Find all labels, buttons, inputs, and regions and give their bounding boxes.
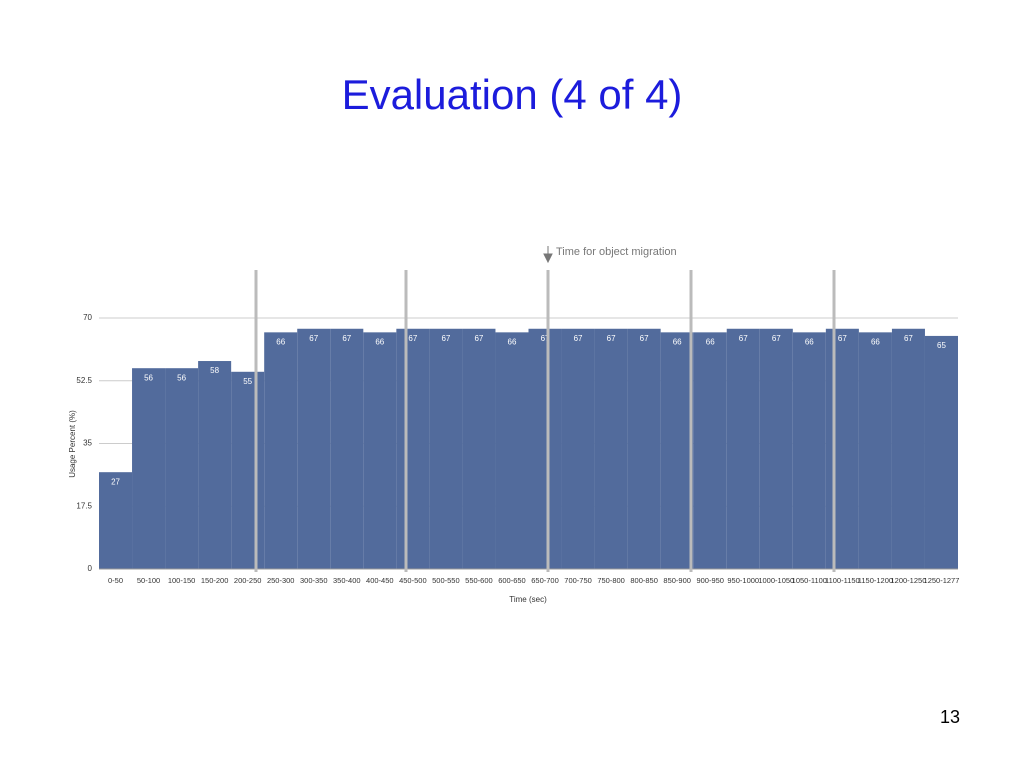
bar	[759, 328, 793, 569]
value-label: 66	[706, 337, 715, 346]
x-tick-label: 1000-1050	[758, 576, 794, 585]
value-label: 67	[838, 334, 847, 343]
value-label: 67	[904, 334, 913, 343]
value-label: 66	[276, 337, 285, 346]
y-axis-label: Usage Percent (%)	[68, 410, 77, 478]
value-label: 67	[772, 334, 781, 343]
bar	[363, 332, 397, 569]
slide-title: Evaluation (4 of 4)	[342, 71, 683, 118]
value-label: 67	[441, 334, 450, 343]
bar	[396, 328, 430, 569]
x-tick-label: 400-450	[366, 576, 394, 585]
value-label: 67	[640, 334, 649, 343]
value-label: 67	[739, 334, 748, 343]
value-label: 65	[937, 341, 946, 350]
value-label: 66	[375, 337, 384, 346]
x-tick-label: 1100-1150	[825, 576, 860, 585]
value-label: 66	[805, 337, 814, 346]
page-number: 13	[940, 707, 960, 727]
y-tick-label: 0	[88, 564, 93, 573]
x-tick-label: 100-150	[168, 576, 196, 585]
bar	[726, 328, 760, 569]
x-tick-label: 150-200	[201, 576, 229, 585]
value-label: 67	[574, 334, 583, 343]
bar	[891, 328, 925, 569]
x-tick-label: 450-500	[399, 576, 427, 585]
x-tick-label: 700-750	[564, 576, 592, 585]
value-label: 66	[673, 337, 682, 346]
x-tick-label: 200-250	[234, 576, 262, 585]
x-tick-label: 650-700	[531, 576, 559, 585]
annotation-arrow	[543, 246, 553, 264]
x-tick-label: 1250-1277	[924, 576, 960, 585]
x-tick-label: 1050-1100	[792, 576, 827, 585]
bar	[132, 368, 166, 569]
x-tick-label: 300-350	[300, 576, 328, 585]
value-label: 66	[871, 337, 880, 346]
x-tick-label: 50-100	[137, 576, 160, 585]
bar	[627, 328, 661, 569]
bar	[264, 332, 298, 569]
x-tick-label: 1200-1250	[891, 576, 927, 585]
x-tick-label: 0-50	[108, 576, 123, 585]
bar	[594, 328, 628, 569]
value-label: 56	[144, 373, 153, 382]
bar	[528, 328, 562, 569]
value-label: 27	[111, 477, 120, 486]
y-tick-label: 35	[83, 439, 92, 448]
bar	[198, 361, 232, 569]
bar	[165, 368, 199, 569]
bar	[924, 335, 958, 569]
bar	[660, 332, 694, 569]
bar	[825, 328, 859, 569]
x-tick-label: 550-600	[465, 576, 493, 585]
x-tick-label: 750-800	[597, 576, 625, 585]
value-label: 67	[474, 334, 483, 343]
value-label: 55	[243, 377, 252, 386]
x-tick-label: 600-650	[498, 576, 526, 585]
bar	[693, 332, 727, 569]
x-axis-label: Time (sec)	[509, 595, 547, 604]
value-label: 67	[607, 334, 616, 343]
annotation: Time for object migration	[556, 246, 677, 258]
bar	[462, 328, 496, 569]
value-label: 67	[541, 334, 550, 343]
value-label: 66	[508, 337, 517, 346]
bar	[858, 332, 892, 569]
x-tick-label: 350-400	[333, 576, 361, 585]
x-tick-label: 1150-1200	[858, 576, 893, 585]
x-tick-label: 950-1000	[727, 576, 759, 585]
value-label: 67	[342, 334, 351, 343]
bar	[495, 332, 529, 569]
y-tick-label: 70	[83, 313, 92, 322]
bar	[792, 332, 826, 569]
y-tick-label: 52.5	[76, 376, 92, 385]
value-label: 67	[408, 334, 417, 343]
x-tick-label: 250-300	[267, 576, 295, 585]
bar	[561, 328, 595, 569]
x-tick-label: 900-950	[696, 576, 724, 585]
value-label: 58	[210, 366, 219, 375]
x-tick-label: 500-550	[432, 576, 460, 585]
x-tick-label: 850-900	[663, 576, 691, 585]
bar	[429, 328, 463, 569]
y-tick-label: 17.5	[76, 501, 92, 510]
bar	[330, 328, 364, 569]
x-tick-label: 800-850	[630, 576, 658, 585]
value-label: 67	[309, 334, 318, 343]
bar	[99, 472, 133, 569]
value-label: 56	[177, 373, 186, 382]
bar	[297, 328, 331, 569]
bar	[231, 371, 265, 569]
